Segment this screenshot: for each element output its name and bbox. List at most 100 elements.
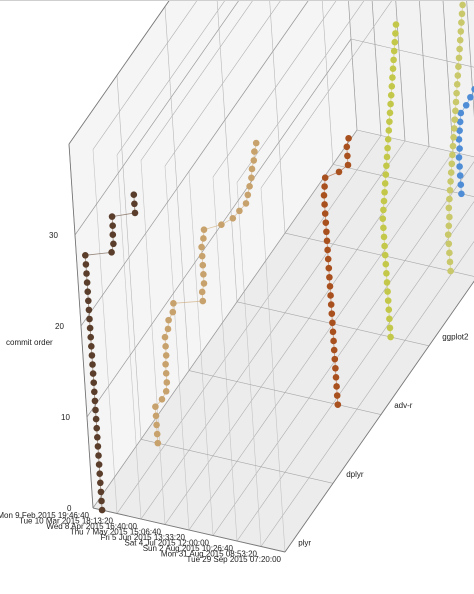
data-point-ggplot2 bbox=[389, 65, 397, 72]
data-point-devtools bbox=[447, 178, 454, 185]
data-point-ggplot2 bbox=[381, 188, 388, 196]
frame-line bbox=[68, 143, 94, 509]
data-point-dplyr bbox=[248, 174, 255, 182]
grid-line bbox=[395, 0, 406, 142]
data-point-devtools bbox=[446, 258, 454, 266]
x-tick-label: Mon 9 Feb 2015 19:46:40 bbox=[0, 511, 90, 520]
data-point-plyr bbox=[93, 424, 101, 432]
data-point-adv-r bbox=[325, 264, 333, 272]
z-tick-label: 0 bbox=[67, 504, 72, 513]
z-axis-label: commit order bbox=[6, 338, 53, 347]
grid-line bbox=[260, 240, 474, 547]
data-point-dplyr bbox=[250, 157, 258, 164]
data-point-rvest bbox=[458, 190, 465, 198]
data-point-plyr bbox=[109, 222, 116, 230]
data-point-dplyr bbox=[198, 252, 206, 260]
grid-line bbox=[348, 0, 358, 131]
data-point-rvest bbox=[457, 109, 465, 117]
data-point-dplyr bbox=[164, 325, 172, 333]
data-point-dplyr bbox=[200, 226, 208, 233]
series-layer bbox=[82, 1, 474, 514]
data-point-dplyr bbox=[163, 379, 171, 386]
data-point-devtools bbox=[453, 89, 460, 97]
data-point-ggplot2 bbox=[386, 324, 394, 332]
grid-line bbox=[92, 129, 358, 509]
data-point-devtools bbox=[456, 45, 463, 53]
data-point-dplyr bbox=[154, 439, 162, 447]
data-point-plyr bbox=[92, 406, 99, 414]
grid-line bbox=[321, 0, 334, 165]
data-point-adv-r bbox=[326, 283, 334, 290]
data-point-devtools bbox=[458, 10, 466, 18]
data-point-ggplot2 bbox=[392, 30, 399, 37]
grid-line bbox=[332, 164, 474, 197]
data-point-adv-r bbox=[329, 319, 336, 327]
data-point-plyr bbox=[109, 231, 117, 238]
data-point-ggplot2 bbox=[390, 47, 398, 55]
grid-line bbox=[188, 370, 382, 415]
data-point-plyr bbox=[95, 461, 103, 468]
frame-line bbox=[92, 507, 286, 553]
data-point-plyr bbox=[98, 497, 105, 505]
x-tick-label: Tue 10 Mar 2015 18:13:20 bbox=[19, 517, 114, 526]
data-point-devtools bbox=[446, 186, 454, 194]
data-point-ggplot2 bbox=[391, 38, 399, 46]
grid-line bbox=[260, 0, 393, 189]
x-tick-label: Wed 8 Apr 2015 16:40:00 bbox=[46, 522, 137, 531]
data-point-adv-r bbox=[330, 337, 337, 345]
data-point-devtools bbox=[457, 28, 465, 35]
data-point-adv-r bbox=[332, 374, 340, 381]
data-point-plyr bbox=[94, 443, 102, 450]
data-point-adv-r bbox=[323, 228, 330, 236]
data-point-devtools bbox=[444, 231, 452, 238]
data-point-devtools bbox=[446, 213, 453, 221]
data-point-devtools bbox=[446, 195, 453, 203]
data-point-ggplot2 bbox=[387, 91, 395, 99]
x-tick-label: Sat 4 Jul 2015 12:00:00 bbox=[124, 539, 209, 548]
data-point-devtools bbox=[445, 240, 453, 248]
data-point-adv-r bbox=[323, 237, 331, 245]
data-point-devtools bbox=[454, 72, 462, 79]
data-point-devtools bbox=[455, 54, 463, 62]
grid-line bbox=[236, 201, 474, 542]
grid-line bbox=[164, 0, 282, 167]
data-point-adv-r bbox=[329, 328, 337, 336]
data-point-plyr bbox=[98, 506, 106, 514]
data-point-rvest bbox=[456, 127, 463, 134]
data-point-plyr bbox=[97, 488, 105, 496]
data-point-plyr bbox=[85, 306, 93, 314]
grid-line bbox=[236, 0, 365, 183]
data-point-dplyr bbox=[199, 261, 207, 269]
data-point-devtools bbox=[456, 36, 464, 44]
data-point-dplyr bbox=[198, 288, 206, 296]
data-point-adv-r bbox=[332, 364, 339, 372]
data-point-adv-r bbox=[344, 152, 351, 160]
data-point-devtools bbox=[447, 169, 455, 176]
z-tick-label: 20 bbox=[55, 322, 64, 331]
data-point-devtools bbox=[453, 81, 461, 88]
data-point-ggplot2 bbox=[379, 215, 387, 223]
data-point-plyr bbox=[90, 379, 98, 386]
data-point-ggplot2 bbox=[386, 118, 393, 125]
data-point-adv-r bbox=[324, 255, 332, 263]
data-point-dplyr bbox=[162, 360, 169, 368]
data-point-ggplot2 bbox=[380, 206, 387, 214]
y-tick-label: dplyr bbox=[346, 470, 364, 479]
data-point-ggplot2 bbox=[389, 74, 396, 81]
top-divider bbox=[0, 0, 474, 1]
data-point-plyr bbox=[108, 213, 116, 220]
data-point-dplyr bbox=[200, 271, 207, 278]
grid-line bbox=[236, 182, 262, 547]
data-point-dplyr bbox=[198, 243, 205, 251]
data-point-plyr bbox=[88, 352, 96, 359]
data-point-adv-r bbox=[326, 273, 333, 281]
data-point-rvest bbox=[455, 154, 463, 161]
data-point-plyr bbox=[91, 388, 98, 396]
grid-line bbox=[86, 38, 352, 418]
grid-line bbox=[442, 0, 454, 153]
data-point-plyr bbox=[86, 324, 94, 332]
grid-line bbox=[164, 165, 190, 531]
data-point-plyr bbox=[130, 191, 138, 198]
data-point-ggplot2 bbox=[380, 224, 387, 232]
grid-line bbox=[116, 135, 382, 514]
